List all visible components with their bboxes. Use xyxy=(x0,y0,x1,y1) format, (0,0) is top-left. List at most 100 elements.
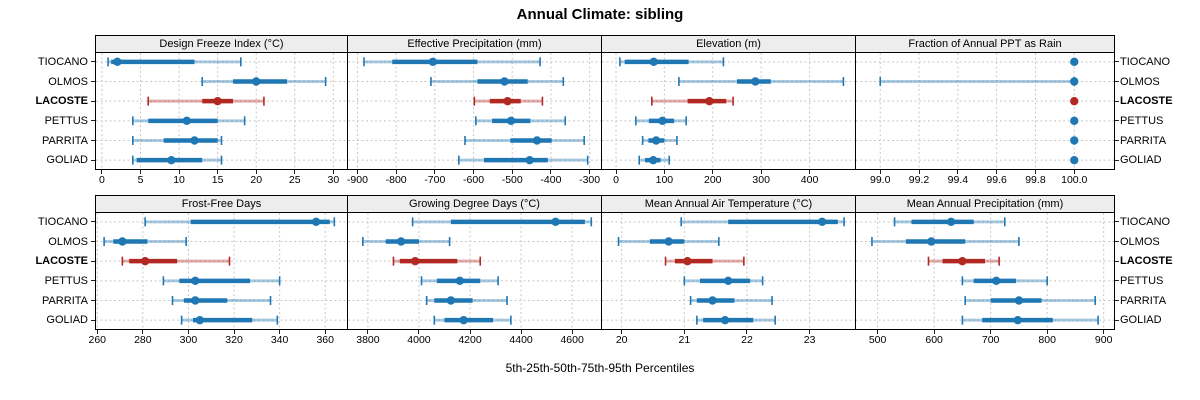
x-axis-tick-label: 300 xyxy=(179,334,198,346)
row-label-left-parrita: PARRITA xyxy=(41,134,88,147)
x-axis-tick-label: -800 xyxy=(385,174,407,186)
median-dot xyxy=(167,155,176,165)
strip-label: Mean Annual Precipitation (mm) xyxy=(906,198,1064,210)
median-dot xyxy=(551,217,560,227)
x-axis-tick xyxy=(760,170,762,174)
median-dot xyxy=(113,57,122,67)
x-axis-tick xyxy=(879,170,881,174)
x-axis-tick-label: 500 xyxy=(868,334,887,346)
x-axis-tick xyxy=(294,170,296,174)
panel-strip: Growing Degree Days (°C) xyxy=(347,195,602,212)
x-axis-tick-label: 4600 xyxy=(560,334,584,346)
x-axis-tick xyxy=(255,170,257,174)
median-dot xyxy=(191,276,200,286)
y-axis-tick-left xyxy=(91,300,95,301)
x-axis-tick xyxy=(101,170,103,174)
x-axis-tick xyxy=(550,170,552,174)
x-axis-tick-label: 360 xyxy=(316,334,334,346)
median-dot xyxy=(459,315,468,325)
panel-strip: Mean Annual Precipitation (mm) xyxy=(855,195,1115,212)
x-axis-tick-label: 99.4 xyxy=(947,174,969,186)
median-dot xyxy=(958,256,967,266)
x-axis-tick-label: 200 xyxy=(704,174,722,186)
strip-label: Fraction of Annual PPT as Rain xyxy=(908,38,1062,50)
row-label-left-olmos: OLMOS xyxy=(48,75,88,88)
row-label-right-olmos: OLMOS xyxy=(1120,75,1160,88)
x-axis-tick xyxy=(809,170,811,174)
median-dot xyxy=(1070,155,1079,165)
y-axis-tick-left xyxy=(91,100,95,102)
x-axis-tick xyxy=(324,330,326,334)
x-axis-tick-label: 0 xyxy=(613,174,619,186)
median-dot xyxy=(658,116,667,126)
median-dot xyxy=(500,77,509,86)
x-axis-tick xyxy=(615,170,617,174)
y-axis-tick-left xyxy=(91,140,95,141)
x-axis-tick-label: 100 xyxy=(655,174,674,186)
median-dot xyxy=(191,296,200,305)
x-axis-tick-label: 10 xyxy=(173,174,185,186)
x-axis-tick-label: -600 xyxy=(463,174,485,186)
median-dot xyxy=(428,57,438,67)
panel-border xyxy=(855,212,1115,330)
y-axis-tick-right xyxy=(1115,260,1119,262)
x-axis-tick-label: 23 xyxy=(803,334,816,346)
panel-border xyxy=(95,52,348,170)
row-label-right-tiocano: TIOCANO xyxy=(1120,215,1171,228)
percentiles-caption: 5th-25th-50th-75th-95th Percentiles xyxy=(505,361,695,375)
x-axis-tick-label: 800 xyxy=(1038,334,1056,346)
panel-strip: Elevation (m) xyxy=(601,35,856,52)
median-dot xyxy=(1070,96,1079,106)
median-dot xyxy=(190,136,199,145)
y-axis-tick-right xyxy=(1115,300,1119,301)
x-axis-tick xyxy=(418,330,420,334)
x-axis-tick xyxy=(520,330,522,334)
panel-strip: Mean Annual Air Temperature (°C) xyxy=(601,195,856,212)
median-dot xyxy=(946,217,956,227)
median-dot xyxy=(705,96,714,106)
median-dot xyxy=(1013,315,1022,325)
median-dot xyxy=(532,136,542,145)
x-axis-tick xyxy=(473,170,475,174)
y-axis-tick-left xyxy=(91,280,95,282)
panel-border xyxy=(601,212,856,330)
x-axis-tick xyxy=(990,330,992,334)
panel-strip: Design Freeze Index (°C) xyxy=(95,35,348,52)
x-axis-tick xyxy=(918,170,920,174)
x-axis-tick-label: 4000 xyxy=(407,334,431,346)
panel-plot xyxy=(95,212,348,330)
row-label-left-lacoste: LACOSTE xyxy=(35,95,88,108)
x-axis-tick-label: -500 xyxy=(501,174,523,186)
panel-border xyxy=(347,52,602,170)
x-axis-tick-label: 4200 xyxy=(458,334,482,346)
row-label-right-parrita: PARRITA xyxy=(1120,134,1167,147)
row-label-right-parrita: PARRITA xyxy=(1120,294,1167,307)
row-label-left-lacoste: LACOSTE xyxy=(35,255,88,268)
x-axis-tick-label: 400 xyxy=(800,174,819,186)
x-axis-tick xyxy=(233,330,235,334)
median-dot xyxy=(195,315,205,325)
median-dot xyxy=(446,296,456,305)
row-label-left-goliad: GOLIAD xyxy=(46,314,88,327)
median-dot xyxy=(927,237,936,246)
row-label-right-pettus: PETTUS xyxy=(1120,114,1164,127)
x-axis-tick-label: 280 xyxy=(134,334,152,346)
y-axis-tick-right xyxy=(1115,319,1119,321)
y-axis-tick-left xyxy=(91,61,95,63)
x-axis-tick-label: 5 xyxy=(137,174,144,186)
y-axis-tick-right xyxy=(1115,100,1119,102)
x-axis-tick xyxy=(511,170,513,174)
panel-plot xyxy=(855,212,1115,330)
x-axis-tick xyxy=(469,330,471,334)
x-axis-tick xyxy=(395,170,397,174)
x-axis-tick xyxy=(96,330,98,334)
median-dot xyxy=(708,296,717,305)
row-label-left-pettus: PETTUS xyxy=(44,114,88,127)
row-label-left-olmos: OLMOS xyxy=(48,235,88,248)
x-axis-tick xyxy=(178,170,180,174)
strip-label: Mean Annual Air Temperature (°C) xyxy=(644,198,813,210)
median-dot xyxy=(252,77,261,86)
median-dot xyxy=(651,136,661,145)
x-axis-tick-label: 99.2 xyxy=(908,174,930,186)
median-dot xyxy=(683,256,692,266)
